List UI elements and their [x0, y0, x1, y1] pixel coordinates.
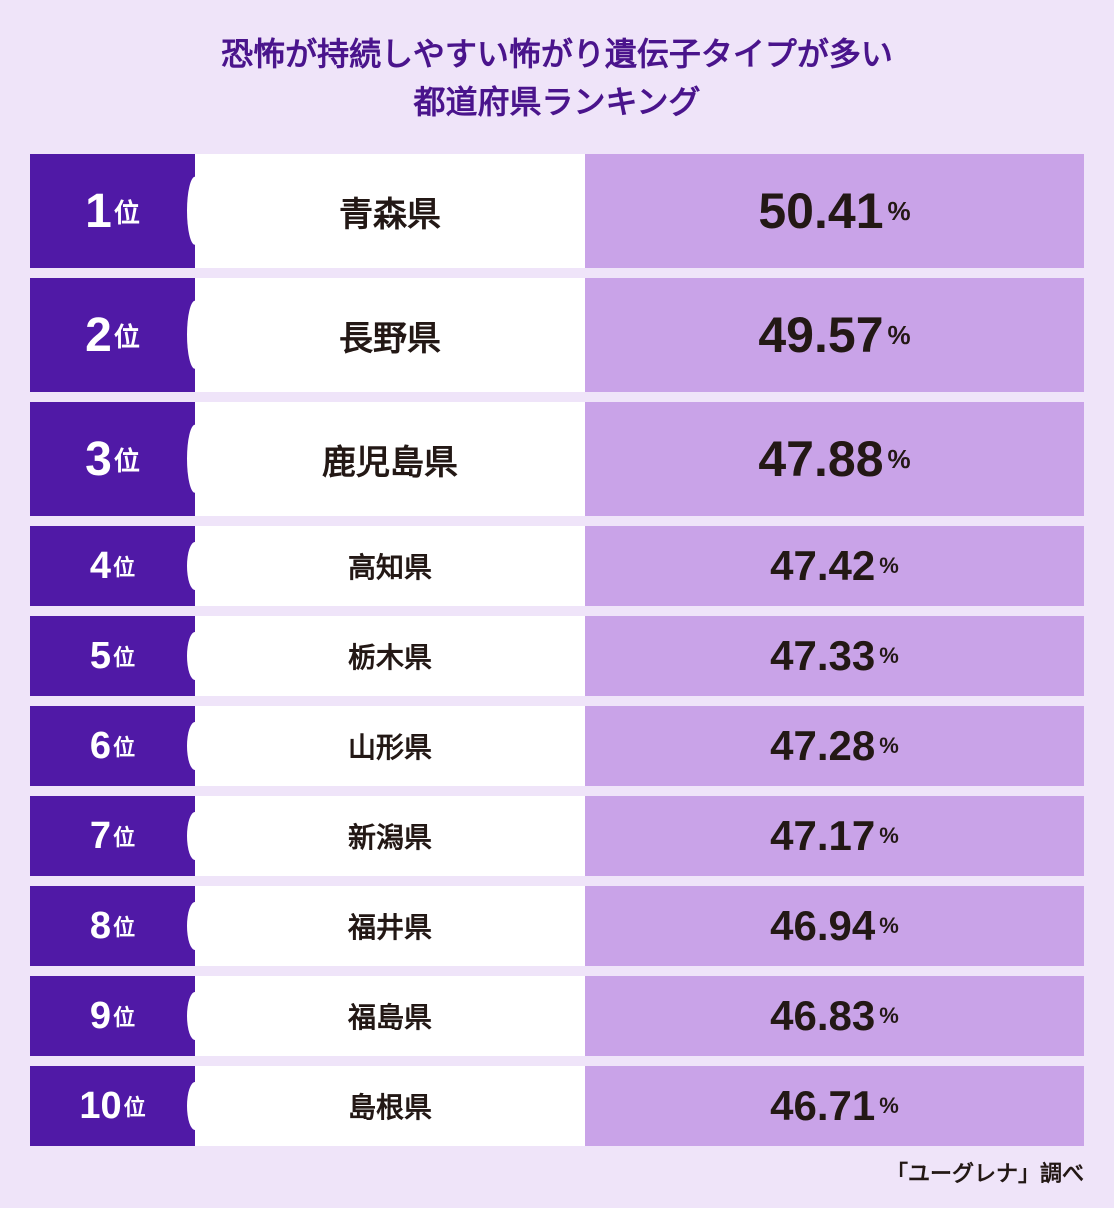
page-title: 恐怖が持続しやすい怖がり遺伝子タイプが多い 都道府県ランキング: [30, 30, 1084, 126]
percent-value: 50.41: [758, 182, 883, 240]
rank-cell: 5位: [30, 616, 195, 696]
percent-value: 47.33: [770, 632, 875, 680]
rank-number: 8: [90, 905, 111, 948]
ranking-row: 8位福井県46.94%: [30, 886, 1084, 966]
prefecture-name-cell: 栃木県: [195, 616, 585, 696]
prefecture-name-cell: 新潟県: [195, 796, 585, 876]
percent-cell: 47.17%: [585, 796, 1084, 876]
percent-suffix: %: [879, 733, 899, 759]
title-line1: 恐怖が持続しやすい怖がり遺伝子タイプが多い: [221, 36, 893, 72]
rank-suffix: 位: [114, 441, 140, 478]
rank-cell: 2位: [30, 278, 195, 392]
percent-value: 47.28: [770, 722, 875, 770]
ranking-rows: 1位青森県50.41%2位長野県49.57%3位鹿児島県47.88%4位高知県4…: [30, 154, 1084, 1146]
percent-suffix: %: [879, 823, 899, 849]
ranking-row: 7位新潟県47.17%: [30, 796, 1084, 876]
rank-suffix: 位: [113, 820, 135, 852]
rank-number: 1: [85, 184, 112, 239]
percent-value: 46.94: [770, 902, 875, 950]
prefecture-name-cell: 高知県: [195, 526, 585, 606]
rank-cell: 4位: [30, 526, 195, 606]
percent-cell: 46.94%: [585, 886, 1084, 966]
prefecture-name-cell: 山形県: [195, 706, 585, 786]
percent-value: 47.88: [758, 430, 883, 488]
percent-cell: 47.33%: [585, 616, 1084, 696]
rank-cell: 10位: [30, 1066, 195, 1146]
percent-suffix: %: [879, 1003, 899, 1029]
percent-suffix: %: [879, 553, 899, 579]
prefecture-name-cell: 福島県: [195, 976, 585, 1056]
rank-number: 7: [90, 815, 111, 858]
percent-cell: 46.83%: [585, 976, 1084, 1056]
percent-value: 46.71: [770, 1082, 875, 1130]
percent-suffix: %: [888, 444, 911, 475]
rank-suffix: 位: [114, 317, 140, 354]
rank-number: 6: [90, 725, 111, 768]
rank-suffix: 位: [113, 640, 135, 672]
percent-cell: 49.57%: [585, 278, 1084, 392]
rank-number: 9: [90, 995, 111, 1038]
rank-number: 5: [90, 635, 111, 678]
rank-cell: 9位: [30, 976, 195, 1056]
rank-suffix: 位: [114, 193, 140, 230]
rank-cell: 3位: [30, 402, 195, 516]
ranking-row: 1位青森県50.41%: [30, 154, 1084, 268]
rank-cell: 1位: [30, 154, 195, 268]
ranking-row: 4位高知県47.42%: [30, 526, 1084, 606]
percent-cell: 47.88%: [585, 402, 1084, 516]
ranking-row: 3位鹿児島県47.88%: [30, 402, 1084, 516]
percent-value: 46.83: [770, 992, 875, 1040]
percent-value: 47.17: [770, 812, 875, 860]
ranking-row: 9位福島県46.83%: [30, 976, 1084, 1056]
source-credit: 「ユーグレナ」調べ: [30, 1156, 1084, 1188]
rank-cell: 6位: [30, 706, 195, 786]
percent-suffix: %: [879, 913, 899, 939]
prefecture-name-cell: 島根県: [195, 1066, 585, 1146]
rank-number: 2: [85, 308, 112, 363]
percent-value: 49.57: [758, 306, 883, 364]
rank-suffix: 位: [113, 550, 135, 582]
percent-value: 47.42: [770, 542, 875, 590]
rank-number: 4: [90, 545, 111, 588]
prefecture-name-cell: 長野県: [195, 278, 585, 392]
percent-suffix: %: [879, 643, 899, 669]
prefecture-name-cell: 青森県: [195, 154, 585, 268]
percent-suffix: %: [888, 320, 911, 351]
percent-cell: 47.42%: [585, 526, 1084, 606]
ranking-container: 恐怖が持続しやすい怖がり遺伝子タイプが多い 都道府県ランキング 1位青森県50.…: [0, 0, 1114, 1208]
prefecture-name-cell: 福井県: [195, 886, 585, 966]
percent-suffix: %: [879, 1093, 899, 1119]
percent-suffix: %: [888, 196, 911, 227]
rank-suffix: 位: [113, 910, 135, 942]
percent-cell: 46.71%: [585, 1066, 1084, 1146]
rank-cell: 7位: [30, 796, 195, 876]
rank-number: 10: [79, 1085, 121, 1128]
rank-cell: 8位: [30, 886, 195, 966]
title-line2: 都道府県ランキング: [413, 84, 700, 120]
prefecture-name-cell: 鹿児島県: [195, 402, 585, 516]
rank-suffix: 位: [113, 730, 135, 762]
ranking-row: 6位山形県47.28%: [30, 706, 1084, 786]
rank-suffix: 位: [124, 1090, 146, 1122]
ranking-row: 10位島根県46.71%: [30, 1066, 1084, 1146]
rank-number: 3: [85, 432, 112, 487]
percent-cell: 50.41%: [585, 154, 1084, 268]
ranking-row: 5位栃木県47.33%: [30, 616, 1084, 696]
percent-cell: 47.28%: [585, 706, 1084, 786]
rank-suffix: 位: [113, 1000, 135, 1032]
ranking-row: 2位長野県49.57%: [30, 278, 1084, 392]
